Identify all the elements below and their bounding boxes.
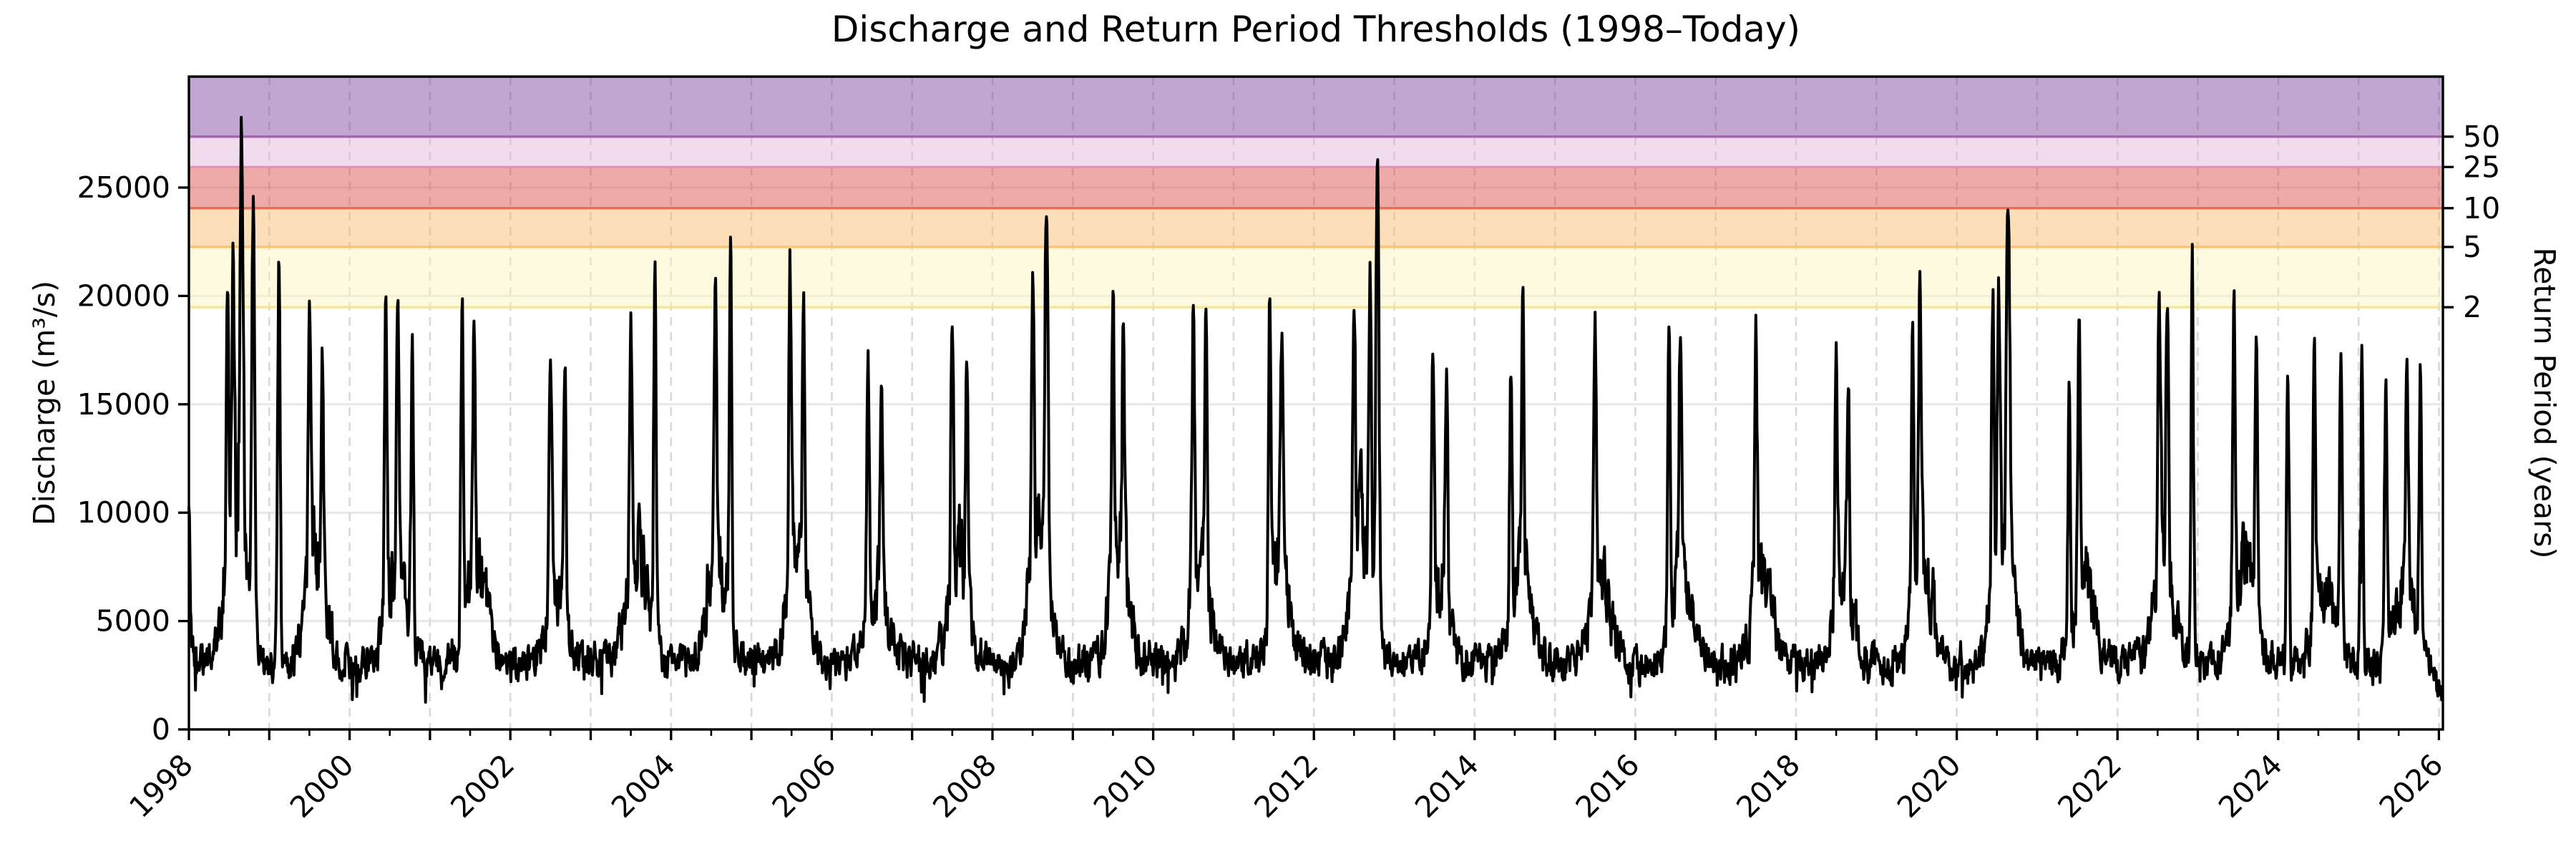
- axes-frame: [187, 75, 2444, 731]
- x-tick-label: 2020: [1890, 747, 1968, 825]
- threshold-band-5yr: [189, 208, 2443, 247]
- return-period-bands: [189, 77, 2443, 308]
- return-period-tick-label: 2: [2463, 290, 2482, 324]
- threshold-band-25yr: [189, 136, 2443, 168]
- chart-title: Discharge and Return Period Thresholds (…: [831, 9, 1801, 50]
- return-period-tick-label: 25: [2463, 150, 2500, 184]
- x-tick-label: 2024: [2212, 747, 2289, 825]
- y-axis-label-discharge: Discharge (m³/s): [27, 281, 62, 525]
- x-tick-label: 2026: [2373, 747, 2450, 825]
- x-tick-label: 2002: [444, 747, 522, 825]
- y-tick-label: 15000: [77, 387, 170, 422]
- discharge-series-path: [187, 115, 2444, 704]
- x-tick-label: 2016: [1569, 747, 1646, 825]
- x-tick-label: 2022: [2051, 747, 2129, 825]
- return-period-tick-label: 5: [2463, 230, 2482, 264]
- x-tick-label: 2010: [1087, 747, 1164, 825]
- threshold-lines: [189, 135, 2443, 309]
- x-tick-label: 2006: [766, 747, 843, 825]
- threshold-band-2yr: [189, 247, 2443, 308]
- y-tick-label: 20000: [77, 278, 170, 313]
- x-tick-label: 2018: [1729, 747, 1807, 825]
- return-period-tick-label: 50: [2463, 120, 2500, 154]
- threshold-band-10yr: [189, 167, 2443, 208]
- y-tick-label: 5000: [96, 604, 170, 639]
- x-tick-label: 2000: [283, 747, 361, 825]
- x-tick-label: 2014: [1408, 747, 1485, 825]
- x-tick-label: 2008: [926, 747, 1003, 825]
- threshold-band-50yr: [189, 77, 2443, 137]
- x-tick-label: 2012: [1248, 747, 1325, 825]
- y-axis-label-return-period: Return Period (years): [2527, 247, 2562, 559]
- plot-frame: [187, 75, 2444, 731]
- return-period-tick-label: 10: [2463, 191, 2500, 225]
- x-tick-label: 1998: [122, 747, 200, 825]
- y-tick-label: 0: [152, 712, 170, 747]
- axis-ticks: [178, 135, 2454, 740]
- discharge-series: [187, 115, 2444, 704]
- x-tick-label: 2004: [605, 747, 682, 825]
- y-tick-label: 10000: [77, 495, 170, 530]
- y-tick-label: 25000: [77, 170, 170, 205]
